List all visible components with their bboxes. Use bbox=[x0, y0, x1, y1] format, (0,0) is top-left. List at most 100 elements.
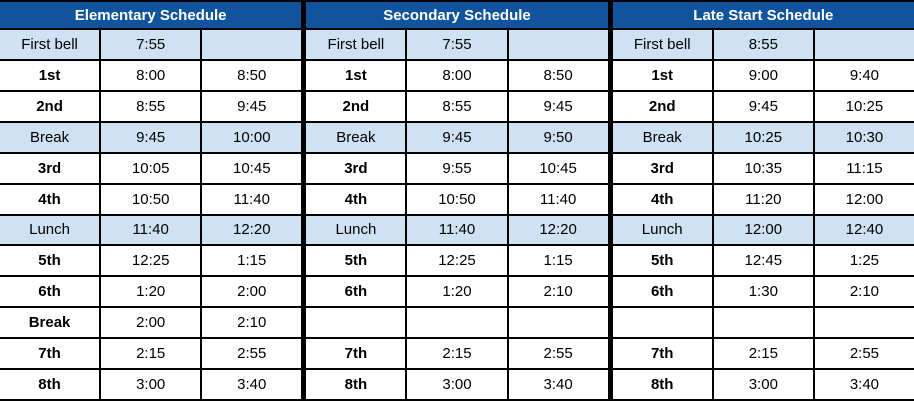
end-time: 12:20 bbox=[506, 215, 608, 245]
period-label: Lunch bbox=[29, 221, 70, 239]
start-time: 12:00 bbox=[711, 215, 813, 245]
start-time: 12:45 bbox=[711, 246, 813, 276]
start-time: 2:15 bbox=[405, 339, 506, 369]
period-label: Lunch bbox=[641, 221, 683, 239]
period-label: 3rd bbox=[37, 159, 62, 177]
end-time bbox=[506, 30, 608, 59]
start-time: 1:30 bbox=[711, 277, 813, 307]
period-label: Break bbox=[336, 128, 376, 146]
start-time: 10:05 bbox=[99, 153, 200, 183]
start-time: 3:00 bbox=[99, 370, 200, 400]
end-time: 12:00 bbox=[812, 184, 914, 214]
schedule-row: Break 9:45 10:00 bbox=[0, 120, 302, 152]
period-label: First bell bbox=[327, 35, 385, 53]
start-time: 1:20 bbox=[99, 277, 200, 307]
schedule-row bbox=[612, 306, 914, 338]
schedule-title: Elementary Schedule bbox=[0, 2, 302, 28]
end-time: 12:40 bbox=[812, 215, 914, 245]
end-time: 9:40 bbox=[812, 60, 914, 90]
start-time: 8:55 bbox=[711, 30, 813, 59]
schedule-row: 5th 12:25 1:15 bbox=[0, 244, 302, 276]
end-time: 8:50 bbox=[200, 60, 301, 90]
schedule-row: 6th 1:30 2:10 bbox=[612, 275, 914, 307]
end-time: 1:15 bbox=[200, 246, 301, 276]
period-label: 5th bbox=[344, 252, 368, 270]
end-time: 2:55 bbox=[200, 339, 301, 369]
schedule-row: 3rd 10:05 10:45 bbox=[0, 151, 302, 183]
period-label bbox=[613, 308, 712, 337]
schedule-row: 4th 10:50 11:40 bbox=[306, 182, 608, 214]
end-time: 3:40 bbox=[200, 370, 301, 400]
schedule-row: 1st 8:00 8:50 bbox=[0, 58, 302, 90]
start-time bbox=[711, 308, 813, 338]
schedule-row: 2nd 8:55 9:45 bbox=[0, 89, 302, 121]
schedule-row: 8th 3:00 3:40 bbox=[0, 368, 302, 400]
end-time: 2:55 bbox=[506, 339, 608, 369]
schedule-row: Break 2:00 2:10 bbox=[0, 306, 302, 338]
period-label: 6th bbox=[650, 283, 674, 301]
start-time: 10:25 bbox=[711, 122, 813, 152]
end-time: 10:25 bbox=[812, 91, 914, 121]
start-time: 1:20 bbox=[405, 277, 506, 307]
period-label: 4th bbox=[650, 190, 674, 208]
start-time: 9:55 bbox=[405, 153, 506, 183]
schedule-row: 1st 8:00 8:50 bbox=[306, 58, 608, 90]
period-label: First bell bbox=[21, 35, 78, 53]
start-time: 10:50 bbox=[405, 184, 506, 214]
period-label: Break bbox=[29, 128, 70, 146]
period-label: 2nd bbox=[36, 97, 63, 115]
end-time: 8:50 bbox=[506, 60, 608, 90]
start-time: 11:20 bbox=[711, 184, 813, 214]
end-time: 12:20 bbox=[200, 215, 301, 245]
schedule-row: Lunch 12:00 12:40 bbox=[612, 213, 914, 245]
schedule-row bbox=[306, 306, 608, 338]
period-label: 6th bbox=[38, 283, 61, 301]
period-label: 5th bbox=[650, 252, 674, 270]
schedule-row: 4th 10:50 11:40 bbox=[0, 182, 302, 214]
period-label: 1st bbox=[38, 66, 61, 84]
start-time: 9:45 bbox=[99, 122, 200, 152]
end-time bbox=[812, 30, 914, 59]
start-time: 11:40 bbox=[405, 215, 506, 245]
start-time bbox=[405, 308, 506, 338]
schedule-row: 8th 3:00 3:40 bbox=[306, 368, 608, 400]
schedule-row: Lunch 11:40 12:20 bbox=[306, 213, 608, 245]
start-time: 9:45 bbox=[405, 122, 506, 152]
period-label: 2nd bbox=[648, 97, 676, 115]
schedule-row: 7th 2:15 2:55 bbox=[612, 337, 914, 369]
end-time: 9:50 bbox=[506, 122, 608, 152]
schedule-row: First bell 8:55 bbox=[612, 28, 914, 59]
end-time: 10:45 bbox=[506, 153, 608, 183]
period-label: Break bbox=[642, 128, 682, 146]
start-time: 9:00 bbox=[711, 60, 813, 90]
schedule-row: 7th 2:15 2:55 bbox=[306, 337, 608, 369]
start-time: 2:15 bbox=[99, 339, 200, 369]
start-time: 11:40 bbox=[99, 215, 200, 245]
period-label: 3rd bbox=[650, 159, 674, 177]
start-time: 8:55 bbox=[405, 91, 506, 121]
period-label: 8th bbox=[650, 376, 674, 394]
period-label: 6th bbox=[344, 283, 368, 301]
start-time: 7:55 bbox=[99, 30, 200, 59]
schedule-table-elementary-schedule: Elementary Schedule First bell 7:55 1st 8:00… bbox=[0, 2, 302, 400]
start-time: 7:55 bbox=[405, 30, 506, 59]
period-label: 8th bbox=[344, 376, 368, 394]
schedule-row: 4th 11:20 12:00 bbox=[612, 182, 914, 214]
end-time bbox=[506, 308, 608, 338]
period-label: 5th bbox=[38, 252, 61, 270]
period-label bbox=[306, 308, 405, 337]
end-time: 2:55 bbox=[812, 339, 914, 369]
period-label: 8th bbox=[38, 376, 61, 394]
period-label: Lunch bbox=[335, 221, 377, 239]
period-label: 1st bbox=[651, 66, 674, 84]
schedule-row: 1st 9:00 9:40 bbox=[612, 58, 914, 90]
end-time: 11:40 bbox=[506, 184, 608, 214]
schedule-table-secondary-schedule: Secondary Schedule First bell 7:55 1st 8:00 8… bbox=[306, 2, 608, 400]
schedule-row: First bell 7:55 bbox=[306, 28, 608, 59]
end-time: 2:00 bbox=[200, 277, 301, 307]
period-label: 7th bbox=[344, 345, 368, 363]
start-time: 8:00 bbox=[99, 60, 200, 90]
start-time: 12:25 bbox=[99, 246, 200, 276]
end-time: 3:40 bbox=[812, 370, 914, 400]
end-time: 9:45 bbox=[200, 91, 301, 121]
